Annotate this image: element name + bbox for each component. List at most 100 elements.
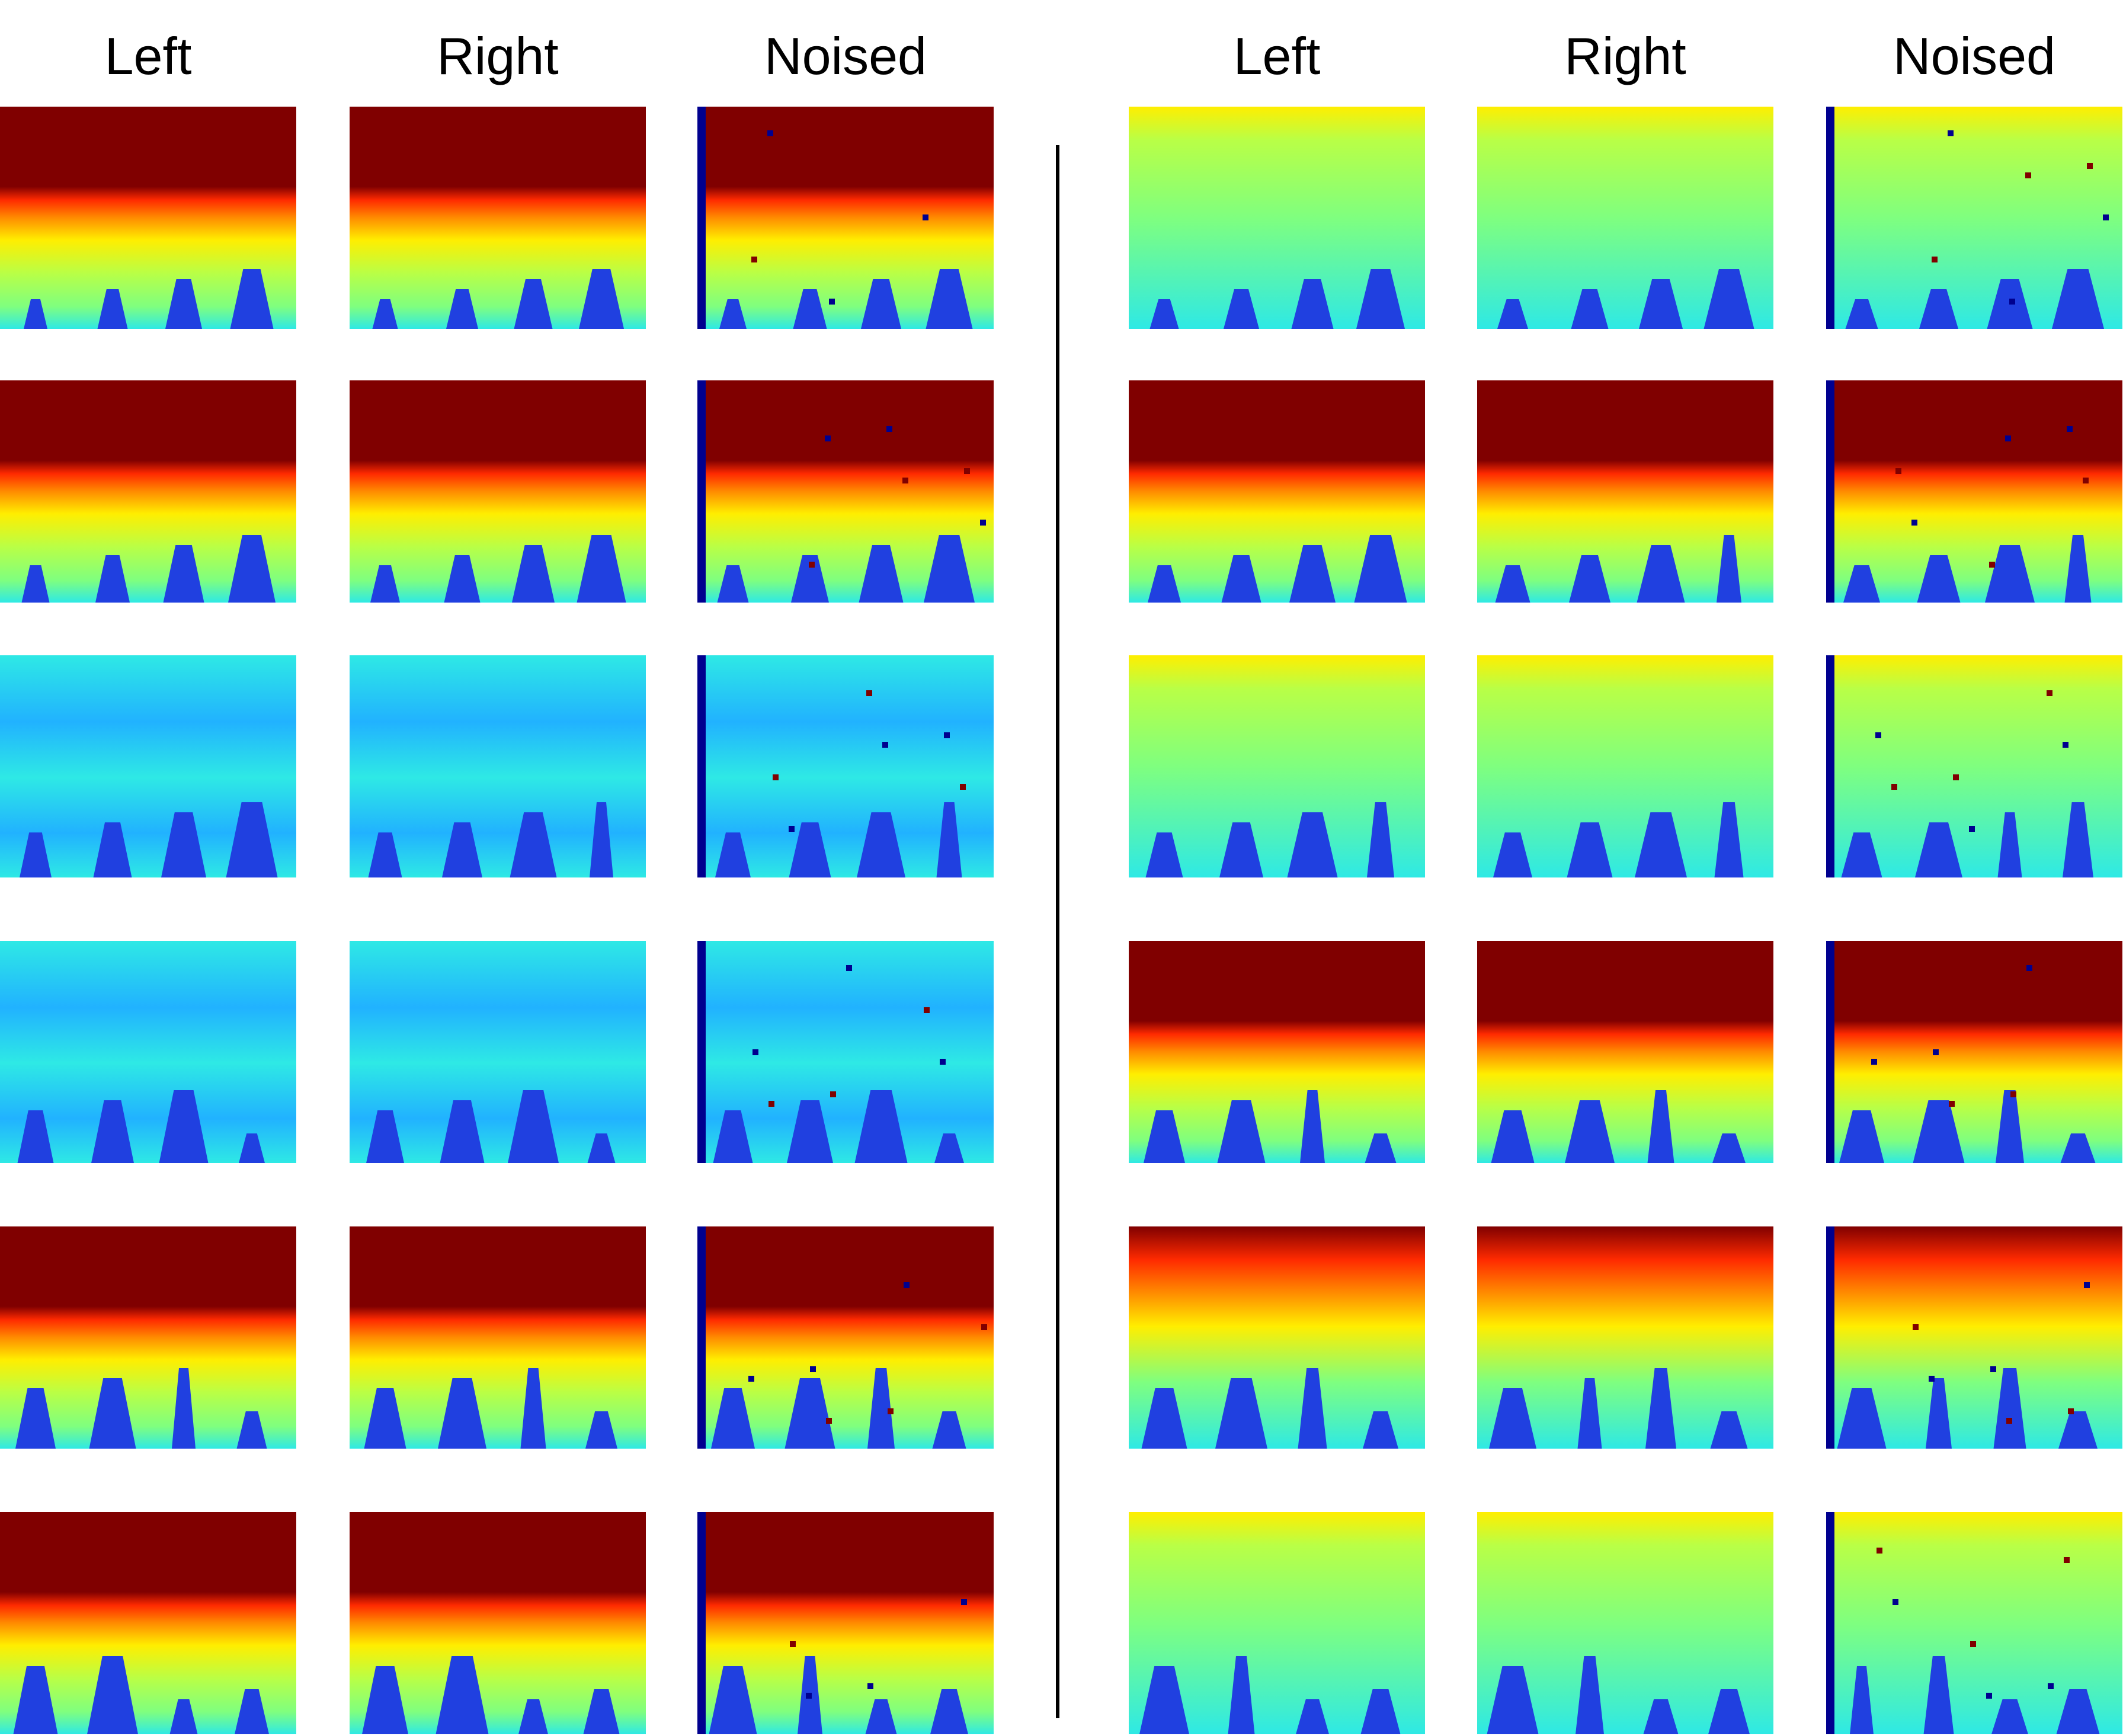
depth-map-tile — [1477, 1226, 1773, 1449]
obstacle-shape — [20, 832, 52, 877]
noise-left-edge — [1826, 1512, 1834, 1734]
obstacle-shape — [1710, 1411, 1748, 1449]
obstacle-shape — [587, 1133, 616, 1163]
obstacle-shape — [239, 1133, 265, 1163]
depth-map-tile — [0, 655, 296, 877]
header-right-2: Right — [1564, 27, 1686, 85]
obstacle-shape — [442, 822, 482, 877]
obstacle-shape — [1708, 1689, 1750, 1734]
obstacle-shape — [1296, 1699, 1329, 1734]
obstacle-shape — [24, 299, 47, 329]
obstacle-shape — [1647, 1090, 1674, 1163]
obstacle-shape — [1837, 1388, 1887, 1449]
obstacle-shape — [366, 1110, 404, 1163]
noise-pixel — [904, 1282, 910, 1288]
obstacle-shape — [717, 565, 749, 603]
obstacle-shape — [934, 1133, 964, 1163]
obstacle-shape — [172, 1368, 196, 1449]
noise-pixel — [2084, 1282, 2090, 1288]
obstacle-shape — [577, 535, 626, 603]
noise-pixel — [2047, 690, 2052, 696]
obstacle-shape — [518, 1699, 548, 1734]
depth-map-tile — [0, 1512, 296, 1734]
obstacle-shape — [1363, 1411, 1398, 1449]
depth-map-tile — [350, 1226, 646, 1449]
noise-pixel — [846, 965, 852, 971]
noise-pixel — [961, 1599, 967, 1605]
noise-pixel — [886, 426, 892, 432]
depth-gradient — [697, 941, 994, 1163]
depth-gradient — [1826, 941, 2122, 1163]
noise-pixel — [2064, 1557, 2070, 1563]
obstacle-shape — [161, 812, 206, 877]
obstacle-shape — [1356, 269, 1405, 329]
noise-pixel — [1990, 1366, 1996, 1372]
noise-pixel — [1986, 1693, 1992, 1699]
obstacle-shape — [1993, 1368, 2026, 1449]
obstacle-shape — [932, 1411, 966, 1449]
obstacle-shape — [1300, 1090, 1325, 1163]
noise-pixel — [2005, 435, 2011, 441]
noise-pixel — [2025, 172, 2031, 178]
noise-left-edge — [697, 1512, 706, 1734]
obstacle-shape — [1991, 1699, 2028, 1734]
noise-pixel — [806, 1693, 812, 1699]
obstacle-shape — [1149, 299, 1179, 329]
noise-pixel — [944, 732, 950, 738]
obstacle-shape — [791, 555, 829, 603]
obstacle-shape — [236, 1411, 267, 1449]
obstacle-shape — [1926, 1378, 1952, 1449]
noise-pixel — [748, 1376, 754, 1382]
depth-map-tile — [697, 655, 994, 877]
obstacle-shape — [1148, 565, 1181, 603]
depth-gradient — [1129, 941, 1425, 1163]
noise-pixel — [829, 299, 835, 305]
obstacle-shape — [87, 1656, 138, 1734]
obstacle-shape — [1215, 1378, 1267, 1449]
depth-map-tile — [697, 1512, 994, 1734]
obstacle-shape — [2058, 1411, 2098, 1449]
obstacle-shape — [590, 802, 613, 877]
obstacle-shape — [1145, 832, 1183, 877]
noise-pixel — [2104, 1007, 2110, 1013]
noise-pixel — [790, 1641, 796, 1647]
obstacle-shape — [440, 1100, 485, 1163]
noise-pixel — [2067, 426, 2073, 432]
noise-pixel — [1875, 732, 1881, 738]
depth-map-tile — [697, 941, 994, 1163]
obstacle-shape — [1643, 1699, 1679, 1734]
obstacle-shape — [17, 1110, 54, 1163]
noise-pixel — [2083, 478, 2089, 483]
noise-pixel — [902, 478, 908, 483]
depth-map-tile — [1826, 941, 2122, 1163]
noise-left-edge — [697, 655, 706, 877]
noise-pixel — [1893, 1599, 1898, 1605]
depth-map-tile — [350, 380, 646, 603]
obstacle-shape — [1639, 279, 1683, 329]
obstacle-shape — [713, 1110, 753, 1163]
depth-map-tile — [1826, 1512, 2122, 1734]
depth-map-tile — [697, 380, 994, 603]
obstacle-shape — [368, 832, 402, 877]
noise-pixel — [1969, 826, 1975, 832]
obstacle-shape — [1287, 812, 1338, 877]
header-right-1: Right — [437, 27, 559, 85]
obstacle-shape — [854, 1090, 908, 1163]
obstacle-shape — [789, 822, 831, 877]
depth-map-tile — [1129, 107, 1425, 329]
obstacle-shape — [715, 832, 751, 877]
obstacle-shape — [508, 1090, 559, 1163]
depth-map-tile — [1477, 655, 1773, 877]
noise-pixel — [907, 163, 912, 169]
depth-map-tile — [1129, 380, 1425, 603]
depth-map-tile — [0, 941, 296, 1163]
obstacle-shape — [711, 1388, 755, 1449]
depth-map-tile — [1477, 1512, 1773, 1734]
obstacle-shape — [1843, 565, 1880, 603]
header-left-2: Left — [1233, 27, 1321, 85]
obstacle-shape — [1915, 822, 1962, 877]
noise-left-edge — [1826, 941, 1834, 1163]
depth-map-tile — [1477, 107, 1773, 329]
obstacle-shape — [514, 279, 553, 329]
depth-map-tile — [697, 1226, 994, 1449]
